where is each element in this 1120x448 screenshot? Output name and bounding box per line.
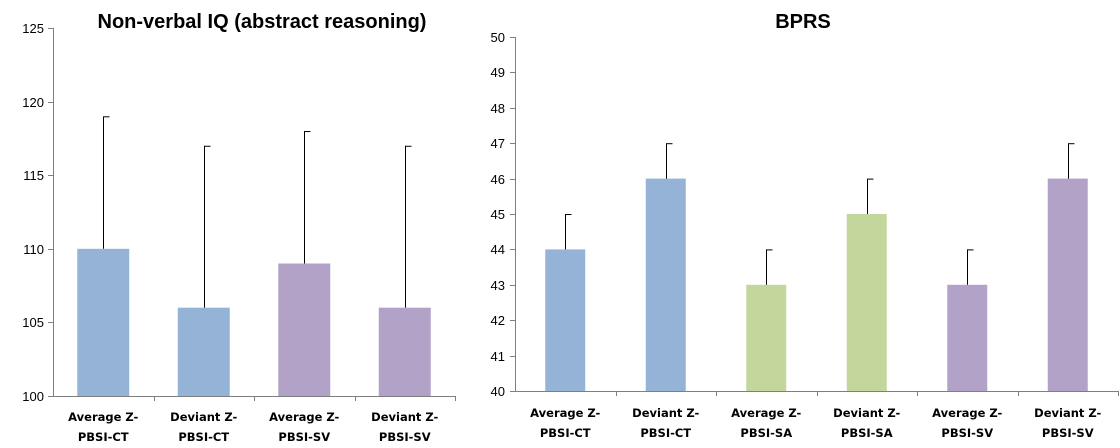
bprs-y-tick-label: 42 bbox=[491, 313, 505, 328]
bprs-category-label: PBSI-CT bbox=[640, 426, 691, 440]
iq-y-tick-label: 120 bbox=[22, 95, 44, 110]
bprs-y-tick-label: 41 bbox=[491, 349, 505, 364]
bprs-y-tick-label: 44 bbox=[491, 242, 505, 257]
bprs-y-tick-label: 45 bbox=[491, 207, 505, 222]
iq-y-tick-label: 100 bbox=[22, 389, 44, 404]
bprs-category-label: PBSI-CT bbox=[540, 426, 591, 440]
iq-category-label: Deviant Z- bbox=[371, 410, 438, 424]
iq-y-tick-label: 105 bbox=[22, 315, 44, 330]
bprs-y-tick-label: 50 bbox=[491, 30, 505, 45]
iq-bar bbox=[77, 248, 130, 396]
bprs-y-tick-label: 40 bbox=[491, 384, 505, 399]
bprs-y-tick-label: 43 bbox=[491, 278, 505, 293]
bprs-bar bbox=[545, 249, 586, 391]
iq-category-label: PBSI-CT bbox=[178, 430, 229, 444]
iq-category-label: Deviant Z- bbox=[170, 410, 237, 424]
bprs-bar bbox=[947, 284, 988, 391]
iq-y-tick-label: 125 bbox=[22, 21, 44, 36]
bprs-y-tick-label: 46 bbox=[491, 172, 505, 187]
bprs-category-label: PBSI-SA bbox=[740, 426, 792, 440]
bprs-y-tick-label: 49 bbox=[491, 65, 505, 80]
bprs-category-label: Average Z- bbox=[731, 406, 801, 420]
iq-category-label: Average Z- bbox=[269, 410, 339, 424]
iq-category-label: Average Z- bbox=[68, 410, 138, 424]
bprs-bar bbox=[645, 178, 686, 391]
bprs-category-label: Deviant Z- bbox=[632, 406, 699, 420]
bprs-bar bbox=[746, 284, 787, 391]
iq-y-tick-label: 115 bbox=[23, 168, 44, 183]
bprs-category-label: PBSI-SV bbox=[1042, 426, 1094, 440]
bprs-category-label: Deviant Z- bbox=[1034, 406, 1101, 420]
iq-y-tick-label: 110 bbox=[23, 242, 44, 257]
bprs-y-tick-label: 48 bbox=[491, 101, 505, 116]
iq-chart-title: Non-verbal IQ (abstract reasoning) bbox=[98, 11, 427, 33]
bprs-bar bbox=[1047, 178, 1088, 391]
bprs-category-label: Average Z- bbox=[530, 406, 600, 420]
bprs-bar bbox=[846, 214, 887, 391]
iq-category-label: PBSI-SV bbox=[278, 430, 330, 444]
iq-bar bbox=[177, 307, 230, 396]
iq-bar bbox=[378, 307, 431, 396]
bprs-y-tick-label: 47 bbox=[491, 136, 505, 151]
bprs-category-label: Deviant Z- bbox=[833, 406, 900, 420]
iq-category-label: PBSI-CT bbox=[78, 430, 129, 444]
bprs-chart-title: BPRS bbox=[775, 11, 831, 33]
iq-category-label: PBSI-SV bbox=[379, 430, 431, 444]
iq-bar bbox=[278, 263, 331, 396]
bprs-category-label: PBSI-SA bbox=[841, 426, 893, 440]
bprs-category-label: PBSI-SV bbox=[941, 426, 993, 440]
bprs-category-label: Average Z- bbox=[932, 406, 1002, 420]
